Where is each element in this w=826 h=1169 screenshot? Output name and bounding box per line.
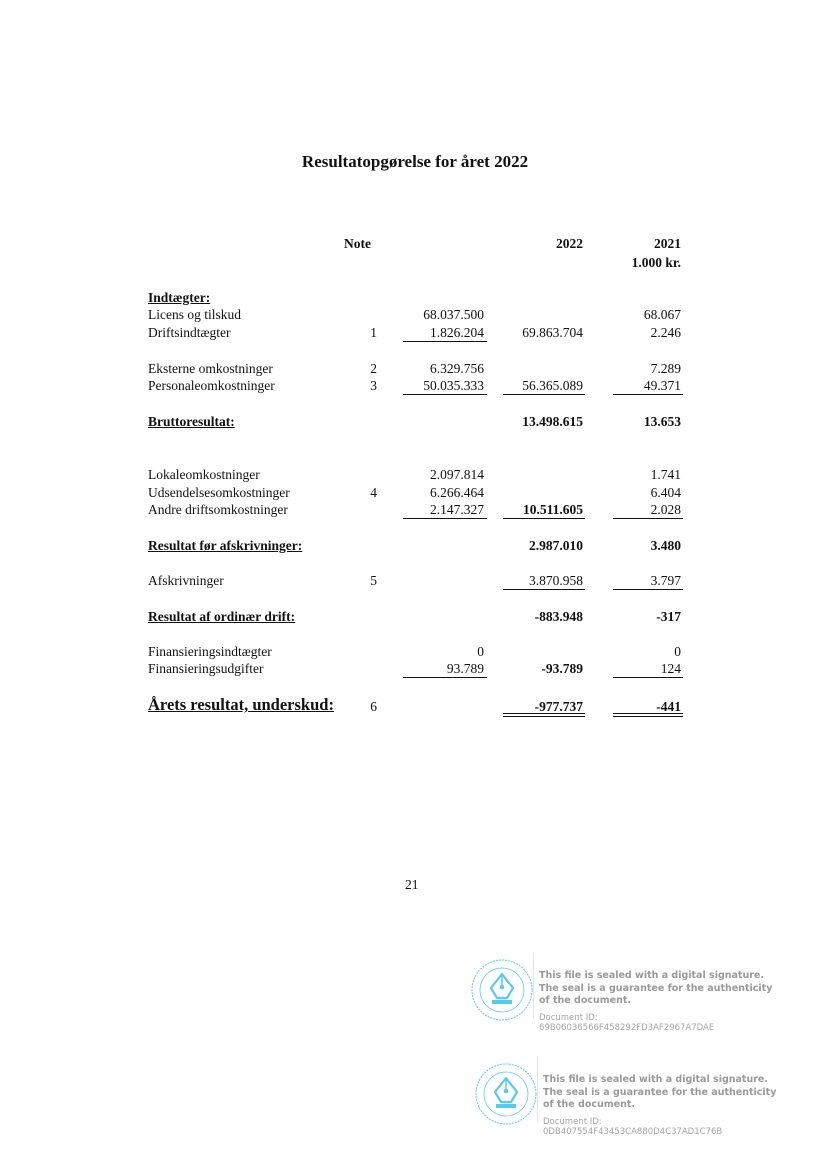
value-2021: 49.371 <box>643 378 681 393</box>
underline-rule <box>503 394 585 395</box>
note-ref: 5 <box>370 573 377 588</box>
double-underline-rule <box>503 713 585 714</box>
underline-rule <box>613 589 683 590</box>
page-title: Resultatopgørelse for året 2022 <box>301 152 529 171</box>
underline-rule <box>403 677 487 678</box>
value-2021: 1.741 <box>650 467 681 482</box>
note-ref: 2 <box>370 361 377 376</box>
seal-message-line: The seal is a guarantee for the authenti… <box>543 1086 777 1098</box>
row-label: Indtægter: <box>148 290 211 305</box>
row-label: Personaleomkostninger <box>148 378 275 393</box>
divider <box>537 1056 538 1122</box>
value-2022: 2.987.010 <box>529 538 583 553</box>
value-detail: 6.329.756 <box>430 361 484 376</box>
document-id: 0DB407554F43453CA880D4C37AD1C76B <box>543 1127 723 1137</box>
value-2022: -93.789 <box>541 661 583 676</box>
value-2021: 3.797 <box>650 573 681 588</box>
pen-nib-seal-icon <box>475 1063 537 1125</box>
value-detail: 2.147.327 <box>430 502 484 517</box>
row-label: Afskrivninger <box>148 573 224 588</box>
underline-rule <box>613 677 683 678</box>
value-detail: 0 <box>477 644 484 659</box>
document-id-label: Document ID: <box>543 1116 602 1127</box>
value-2021: 2.246 <box>650 325 681 340</box>
underline-rule <box>403 341 487 342</box>
note-ref: 1 <box>370 325 377 340</box>
seal-message-line: The seal is a guarantee for the authenti… <box>539 982 773 994</box>
value-2021: 68.067 <box>643 307 681 322</box>
value-2021: 13.653 <box>643 414 681 429</box>
header-note: Note <box>344 236 371 251</box>
row-label: Bruttoresultat: <box>148 414 235 429</box>
row-label: Licens og tilskud <box>148 307 241 322</box>
row-label: Driftsindtægter <box>148 325 231 340</box>
underline-rule <box>403 394 487 395</box>
value-2021: -317 <box>656 609 681 624</box>
header-year-current: 2022 <box>556 236 583 251</box>
value-detail: 93.789 <box>446 661 484 676</box>
row-label: Lokaleomkostninger <box>148 467 260 482</box>
value-2021: 3.480 <box>650 538 681 553</box>
value-2022: 13.498.615 <box>522 414 583 429</box>
header-unit: 1.000 kr. <box>631 255 681 270</box>
row-label: Finansieringsindtægter <box>148 644 272 659</box>
underline-rule <box>503 589 585 590</box>
underline-rule <box>403 518 487 519</box>
underline-rule <box>613 518 683 519</box>
double-underline-rule <box>503 716 585 717</box>
value-2022: 10.511.605 <box>522 502 583 517</box>
row-label: Finansieringsudgifter <box>148 661 264 676</box>
header-year-prior: 2021 <box>654 236 681 251</box>
value-detail: 50.035.333 <box>423 378 484 393</box>
row-label: Resultat før afskrivninger: <box>148 538 303 553</box>
value-detail: 6.266.464 <box>430 485 484 500</box>
document-id: 69B06036566F458292FD3AF2967A7DAE <box>539 1023 715 1033</box>
row-label: Årets resultat, underskud: <box>148 695 334 714</box>
value-detail: 68.037.500 <box>423 307 484 322</box>
row-label: Eksterne omkostninger <box>148 361 273 376</box>
value-detail: 1.826.204 <box>430 325 484 340</box>
underline-rule <box>503 518 585 519</box>
value-2022: -977.737 <box>534 699 583 714</box>
note-ref: 4 <box>370 485 377 500</box>
value-2021: 124 <box>660 661 681 676</box>
seal-message-line: This file is sealed with a digital signa… <box>543 1074 768 1085</box>
value-2021: 7.289 <box>650 361 681 376</box>
note-ref: 3 <box>370 378 377 393</box>
value-2022: -883.948 <box>534 609 583 624</box>
row-label: Resultat af ordinær drift: <box>148 609 296 624</box>
page-number: 21 <box>405 877 419 892</box>
seal-message-line: of the document. <box>539 995 631 1006</box>
value-2021: -441 <box>656 699 681 714</box>
value-2021: 2.028 <box>650 502 681 517</box>
row-label: Andre driftsomkostninger <box>148 502 288 517</box>
double-underline-rule <box>613 716 683 717</box>
divider <box>533 952 534 1018</box>
row-label: Udsendelsesomkostninger <box>148 485 290 500</box>
value-2021: 0 <box>674 644 681 659</box>
value-2021: 6.404 <box>650 485 681 500</box>
note-ref: 6 <box>370 699 377 714</box>
pen-nib-seal-icon <box>471 959 533 1021</box>
value-detail: 2.097.814 <box>430 467 484 482</box>
double-underline-rule <box>613 713 683 714</box>
value-2022: 69.863.704 <box>522 325 583 340</box>
seal-message-line: of the document. <box>543 1099 635 1110</box>
value-2022: 3.870.958 <box>529 573 583 588</box>
value-2022: 56.365.089 <box>522 378 583 393</box>
seal-message-line: This file is sealed with a digital signa… <box>539 970 764 981</box>
underline-rule <box>613 394 683 395</box>
document-id-label: Document ID: <box>539 1012 598 1023</box>
